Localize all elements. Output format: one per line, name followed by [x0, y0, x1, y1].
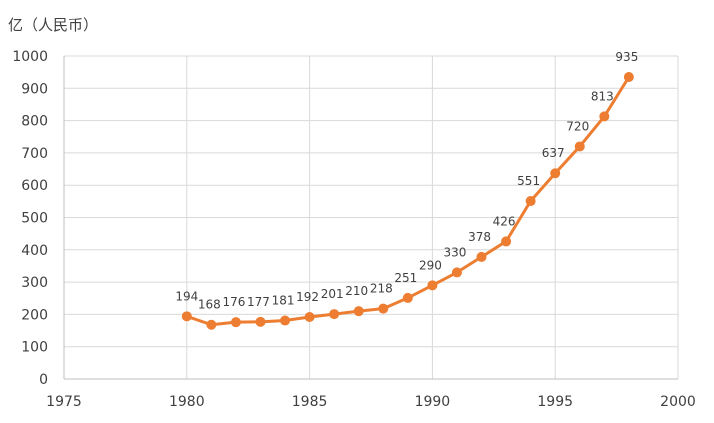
x-tick-label: 1980 — [169, 394, 205, 410]
series-line — [186, 76, 631, 327]
data-point — [427, 280, 438, 291]
data-label: 551 — [517, 174, 540, 188]
y-tick-label: 400 — [21, 243, 48, 259]
data-point — [623, 71, 634, 82]
data-label: 177 — [247, 295, 270, 309]
data-point — [353, 306, 364, 317]
data-label: 181 — [272, 294, 295, 308]
y-tick-label: 800 — [21, 114, 48, 130]
x-tick-label: 1990 — [415, 394, 451, 410]
data-point — [402, 292, 413, 303]
data-label: 378 — [468, 230, 491, 244]
data-point — [304, 311, 315, 322]
data-point — [574, 141, 585, 152]
axes: 0 100 200 300 400 500 600 700 800 900 1000 1975 1980… — [12, 49, 695, 410]
data-label: 218 — [370, 282, 393, 296]
data-point — [476, 251, 487, 262]
data-point — [206, 319, 217, 330]
data-label: 176 — [222, 295, 245, 309]
data-label: 192 — [296, 290, 319, 304]
x-tick-label: 2000 — [660, 394, 696, 410]
data-label: 426 — [493, 214, 516, 228]
data-label: 813 — [591, 89, 614, 103]
data-label: 201 — [321, 287, 344, 301]
data-label: 251 — [394, 271, 417, 285]
data-point — [501, 236, 512, 247]
data-label: 637 — [542, 146, 565, 160]
y-axis-title: 亿（人民币） — [8, 16, 99, 34]
data-label: 194 — [175, 289, 198, 303]
data-label: 330 — [444, 245, 467, 259]
data-label: 720 — [566, 119, 589, 133]
y-tick-label: 700 — [21, 146, 48, 162]
y-tick-label: 500 — [21, 211, 48, 227]
grid-lines — [63, 55, 679, 380]
y-tick-label: 600 — [21, 178, 48, 194]
data-label: 290 — [419, 258, 442, 272]
y-tick-label: 900 — [21, 81, 48, 97]
x-tick-label: 1975 — [46, 394, 82, 410]
data-point — [451, 267, 462, 278]
data-point — [599, 111, 610, 122]
y-tick-label: 300 — [21, 275, 48, 291]
y-tick-label: 200 — [21, 307, 48, 323]
data-point — [378, 303, 389, 314]
series-layer — [181, 71, 634, 330]
data-label: 168 — [198, 298, 221, 312]
x-tick-label: 1985 — [292, 394, 328, 410]
data-label: 210 — [345, 284, 368, 298]
y-tick-label: 1000 — [12, 49, 48, 65]
y-tick-label: 0 — [39, 372, 48, 388]
data-point — [255, 316, 266, 327]
data-point — [280, 315, 291, 326]
data-point — [550, 168, 561, 179]
y-tick-label: 100 — [21, 340, 48, 356]
x-tick-label: 1995 — [537, 394, 573, 410]
data-point — [230, 317, 241, 328]
data-point — [329, 309, 340, 320]
data-point — [181, 311, 192, 322]
data-label: 935 — [615, 50, 638, 64]
data-point — [525, 196, 536, 207]
